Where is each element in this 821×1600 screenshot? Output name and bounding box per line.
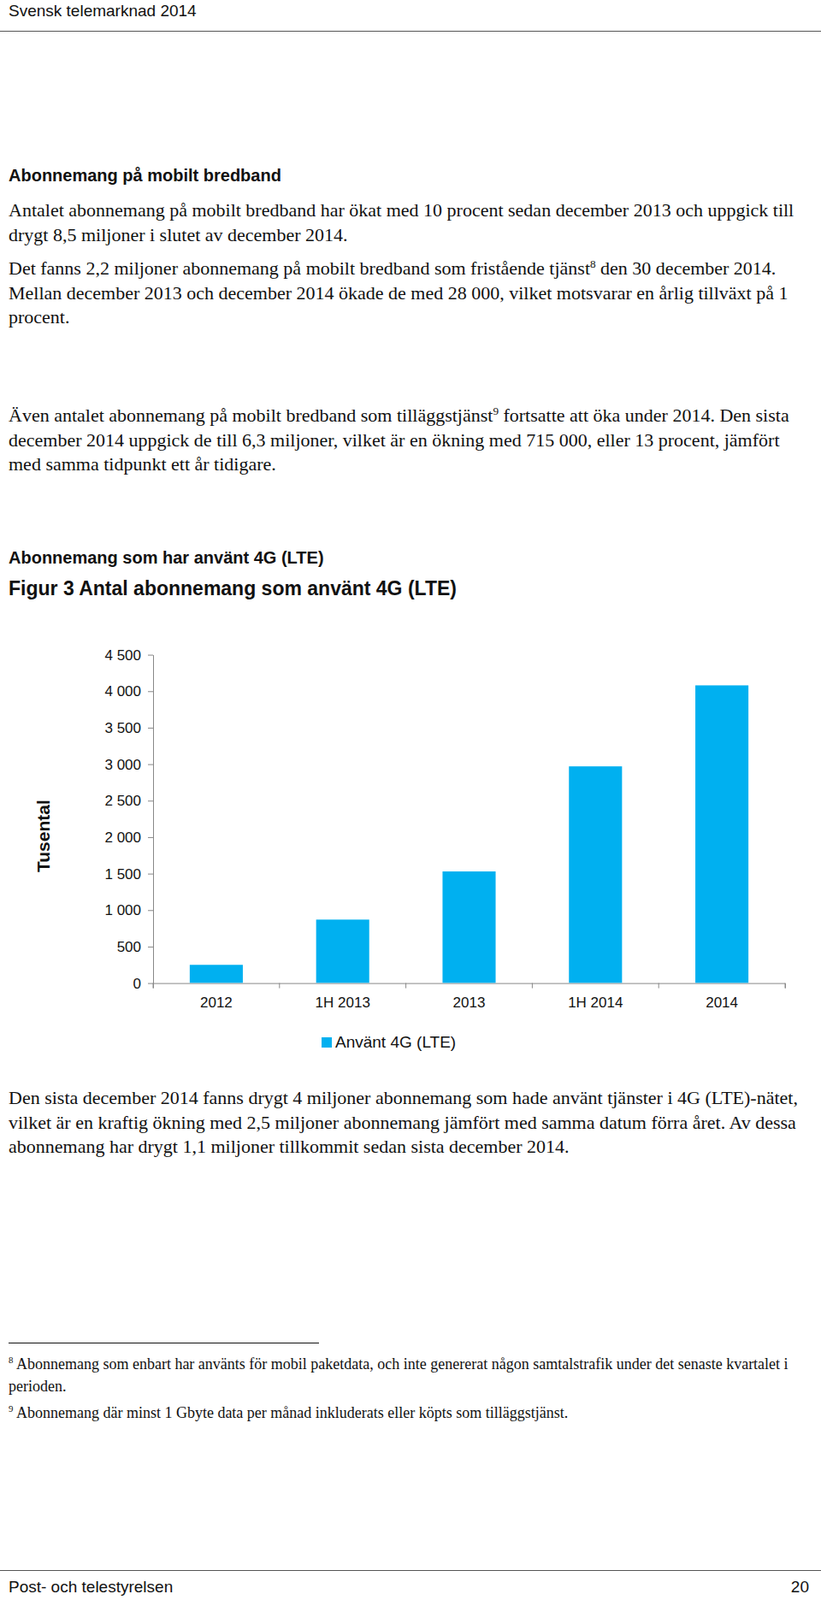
footnote-text: Abonnemang där minst 1 Gbyte data per må…	[16, 1404, 568, 1422]
bars	[189, 685, 749, 983]
x-axis: 2012 1H 2013 2013 1H 2014 2014	[153, 983, 786, 1011]
y-tick-label: 1 500	[104, 866, 142, 883]
paragraph-text: Den sista december 2014 fanns drygt 4 mi…	[8, 1086, 798, 1158]
x-separator	[658, 983, 660, 989]
legend-label: Använt 4G (LTE)	[335, 1033, 456, 1052]
paragraph-text: Det fanns 2,2 miljoner abonnemang på mob…	[8, 257, 591, 279]
x-tick-label: 1H 2014	[567, 994, 623, 1011]
y-tick: 2 000	[104, 829, 154, 846]
footnote-number: 8	[8, 1354, 13, 1365]
x-separators	[153, 983, 786, 989]
x-tick-label: 1H 2013	[315, 994, 371, 1011]
footnote-rule	[8, 1342, 319, 1344]
x-tick: 2014	[705, 983, 739, 1011]
x-separator	[153, 983, 154, 989]
y-tick-mark	[147, 874, 154, 875]
x-tick: 1H 2014	[567, 983, 623, 1011]
bar	[695, 685, 749, 983]
y-tick-label: 3 500	[104, 720, 142, 737]
x-separator	[785, 983, 786, 989]
y-tick: 4 500	[104, 647, 154, 664]
y-tick: 3 500	[104, 720, 154, 737]
y-tick-label: 4 500	[104, 647, 142, 664]
space	[12, 1404, 17, 1422]
x-separator	[278, 983, 280, 989]
bar	[189, 964, 243, 983]
y-tick-label: 2 000	[104, 829, 142, 846]
y-tick: 0	[133, 975, 154, 993]
y-tick: 4 000	[104, 683, 154, 700]
subsection-title: Abonnemang som har använt 4G (LTE)	[8, 548, 325, 568]
paragraph: Den sista december 2014 fanns drygt 4 mi…	[8, 1086, 804, 1160]
y-tick-mark	[147, 800, 154, 802]
chart: 0 500 1 000 1 500 2 000 2 500 3 000 3 500 4 000 4…	[0, 632, 821, 1078]
y-tick-mark	[147, 655, 154, 656]
page-header: Svensk telemarknad 2014	[8, 1, 197, 21]
y-tick-label: 3 000	[104, 756, 142, 774]
section-title: Abonnemang på mobilt bredband	[8, 165, 282, 186]
y-tick-mark	[147, 764, 154, 766]
y-tick-mark	[147, 983, 154, 985]
x-separator	[531, 983, 533, 989]
legend-swatch	[321, 1037, 332, 1048]
y-tick-label: 500	[117, 939, 142, 956]
footnote-ref: 9	[492, 404, 499, 418]
footnote: 8 Abonnemang som enbart har använts för …	[8, 1352, 809, 1398]
x-tick: 2012	[200, 983, 233, 1011]
paragraph: Antalet abonnemang på mobilt bredband ha…	[8, 198, 804, 248]
header-rule	[0, 30, 821, 32]
y-tick-mark	[147, 909, 154, 911]
y-tick: 2 500	[104, 792, 154, 810]
paragraph-text: Antalet abonnemang på mobilt bredband ha…	[8, 199, 794, 246]
y-tick-mark	[147, 837, 154, 839]
y-axis-line	[153, 655, 154, 984]
y-tick: 1 000	[104, 902, 154, 919]
y-tick-label: 0	[133, 975, 142, 993]
footnote-number: 9	[8, 1403, 13, 1414]
figure-title: Figur 3 Antal abonnemang som använt 4G (…	[8, 577, 457, 601]
page-number: 20	[791, 1577, 810, 1597]
legend: Använt 4G (LTE)	[321, 1033, 456, 1052]
y-tick-mark	[147, 727, 154, 729]
footnote: 9 Abonnemang där minst 1 Gbyte data per …	[8, 1401, 809, 1424]
x-tick-label: 2012	[200, 994, 233, 1011]
bar	[316, 919, 370, 983]
x-axis-line	[153, 983, 786, 989]
y-tick: 3 000	[104, 756, 154, 774]
y-axis-title: Tusental	[33, 799, 54, 873]
footer-left: Post- och telestyrelsen	[8, 1577, 173, 1597]
x-separator	[405, 983, 407, 989]
paragraph: Det fanns 2,2 miljoner abonnemang på mob…	[8, 256, 804, 331]
paragraph: Även antalet abonnemang på mobilt bredba…	[8, 403, 804, 478]
y-tick: 500	[117, 939, 154, 956]
x-tick-label: 2014	[705, 994, 739, 1011]
footnote-text: Abonnemang som enbart har använts för mo…	[8, 1355, 789, 1395]
footnote-ref: 8	[590, 257, 597, 271]
x-tick: 1H 2013	[315, 983, 371, 1011]
space	[12, 1355, 17, 1373]
footer-rule	[0, 1570, 821, 1572]
y-axis: 0 500 1 000 1 500 2 000 2 500 3 000 3 500 4 000 4…	[104, 647, 154, 993]
bar	[568, 766, 622, 983]
y-tick-label: 2 500	[104, 792, 142, 810]
y-tick-label: 4 000	[104, 683, 142, 700]
x-tick-label: 2013	[453, 994, 486, 1011]
bar	[442, 871, 496, 984]
paragraph-text: Även antalet abonnemang på mobilt bredba…	[8, 404, 493, 426]
y-tick-mark	[147, 946, 154, 948]
y-tick: 1 500	[104, 866, 154, 883]
y-tick-mark	[147, 691, 154, 692]
y-tick-label: 1 000	[104, 902, 142, 919]
x-tick: 2013	[453, 983, 486, 1011]
